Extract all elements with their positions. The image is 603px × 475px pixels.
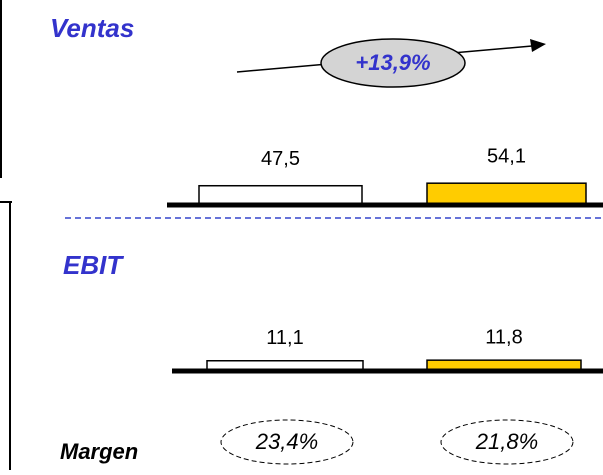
bar [426, 182, 587, 205]
margin-value: 23,4% [255, 429, 318, 454]
bar [198, 184, 363, 205]
chart-title: Ventas [50, 13, 134, 43]
value-label: 11,1 [266, 327, 303, 349]
chart-title: EBIT [63, 250, 124, 280]
margin-ring [220, 419, 354, 465]
margin-value: 21,8% [475, 429, 538, 454]
value-label: 11,8 [485, 326, 522, 348]
growth-bubble [320, 38, 466, 88]
arrow-head [530, 39, 546, 52]
growth-label: +13,9% [355, 50, 430, 75]
value-label: 54,1 [487, 145, 526, 167]
margin-title: Margen [60, 439, 138, 464]
value-label: 47,5 [261, 148, 300, 170]
margin-ring [440, 419, 574, 465]
